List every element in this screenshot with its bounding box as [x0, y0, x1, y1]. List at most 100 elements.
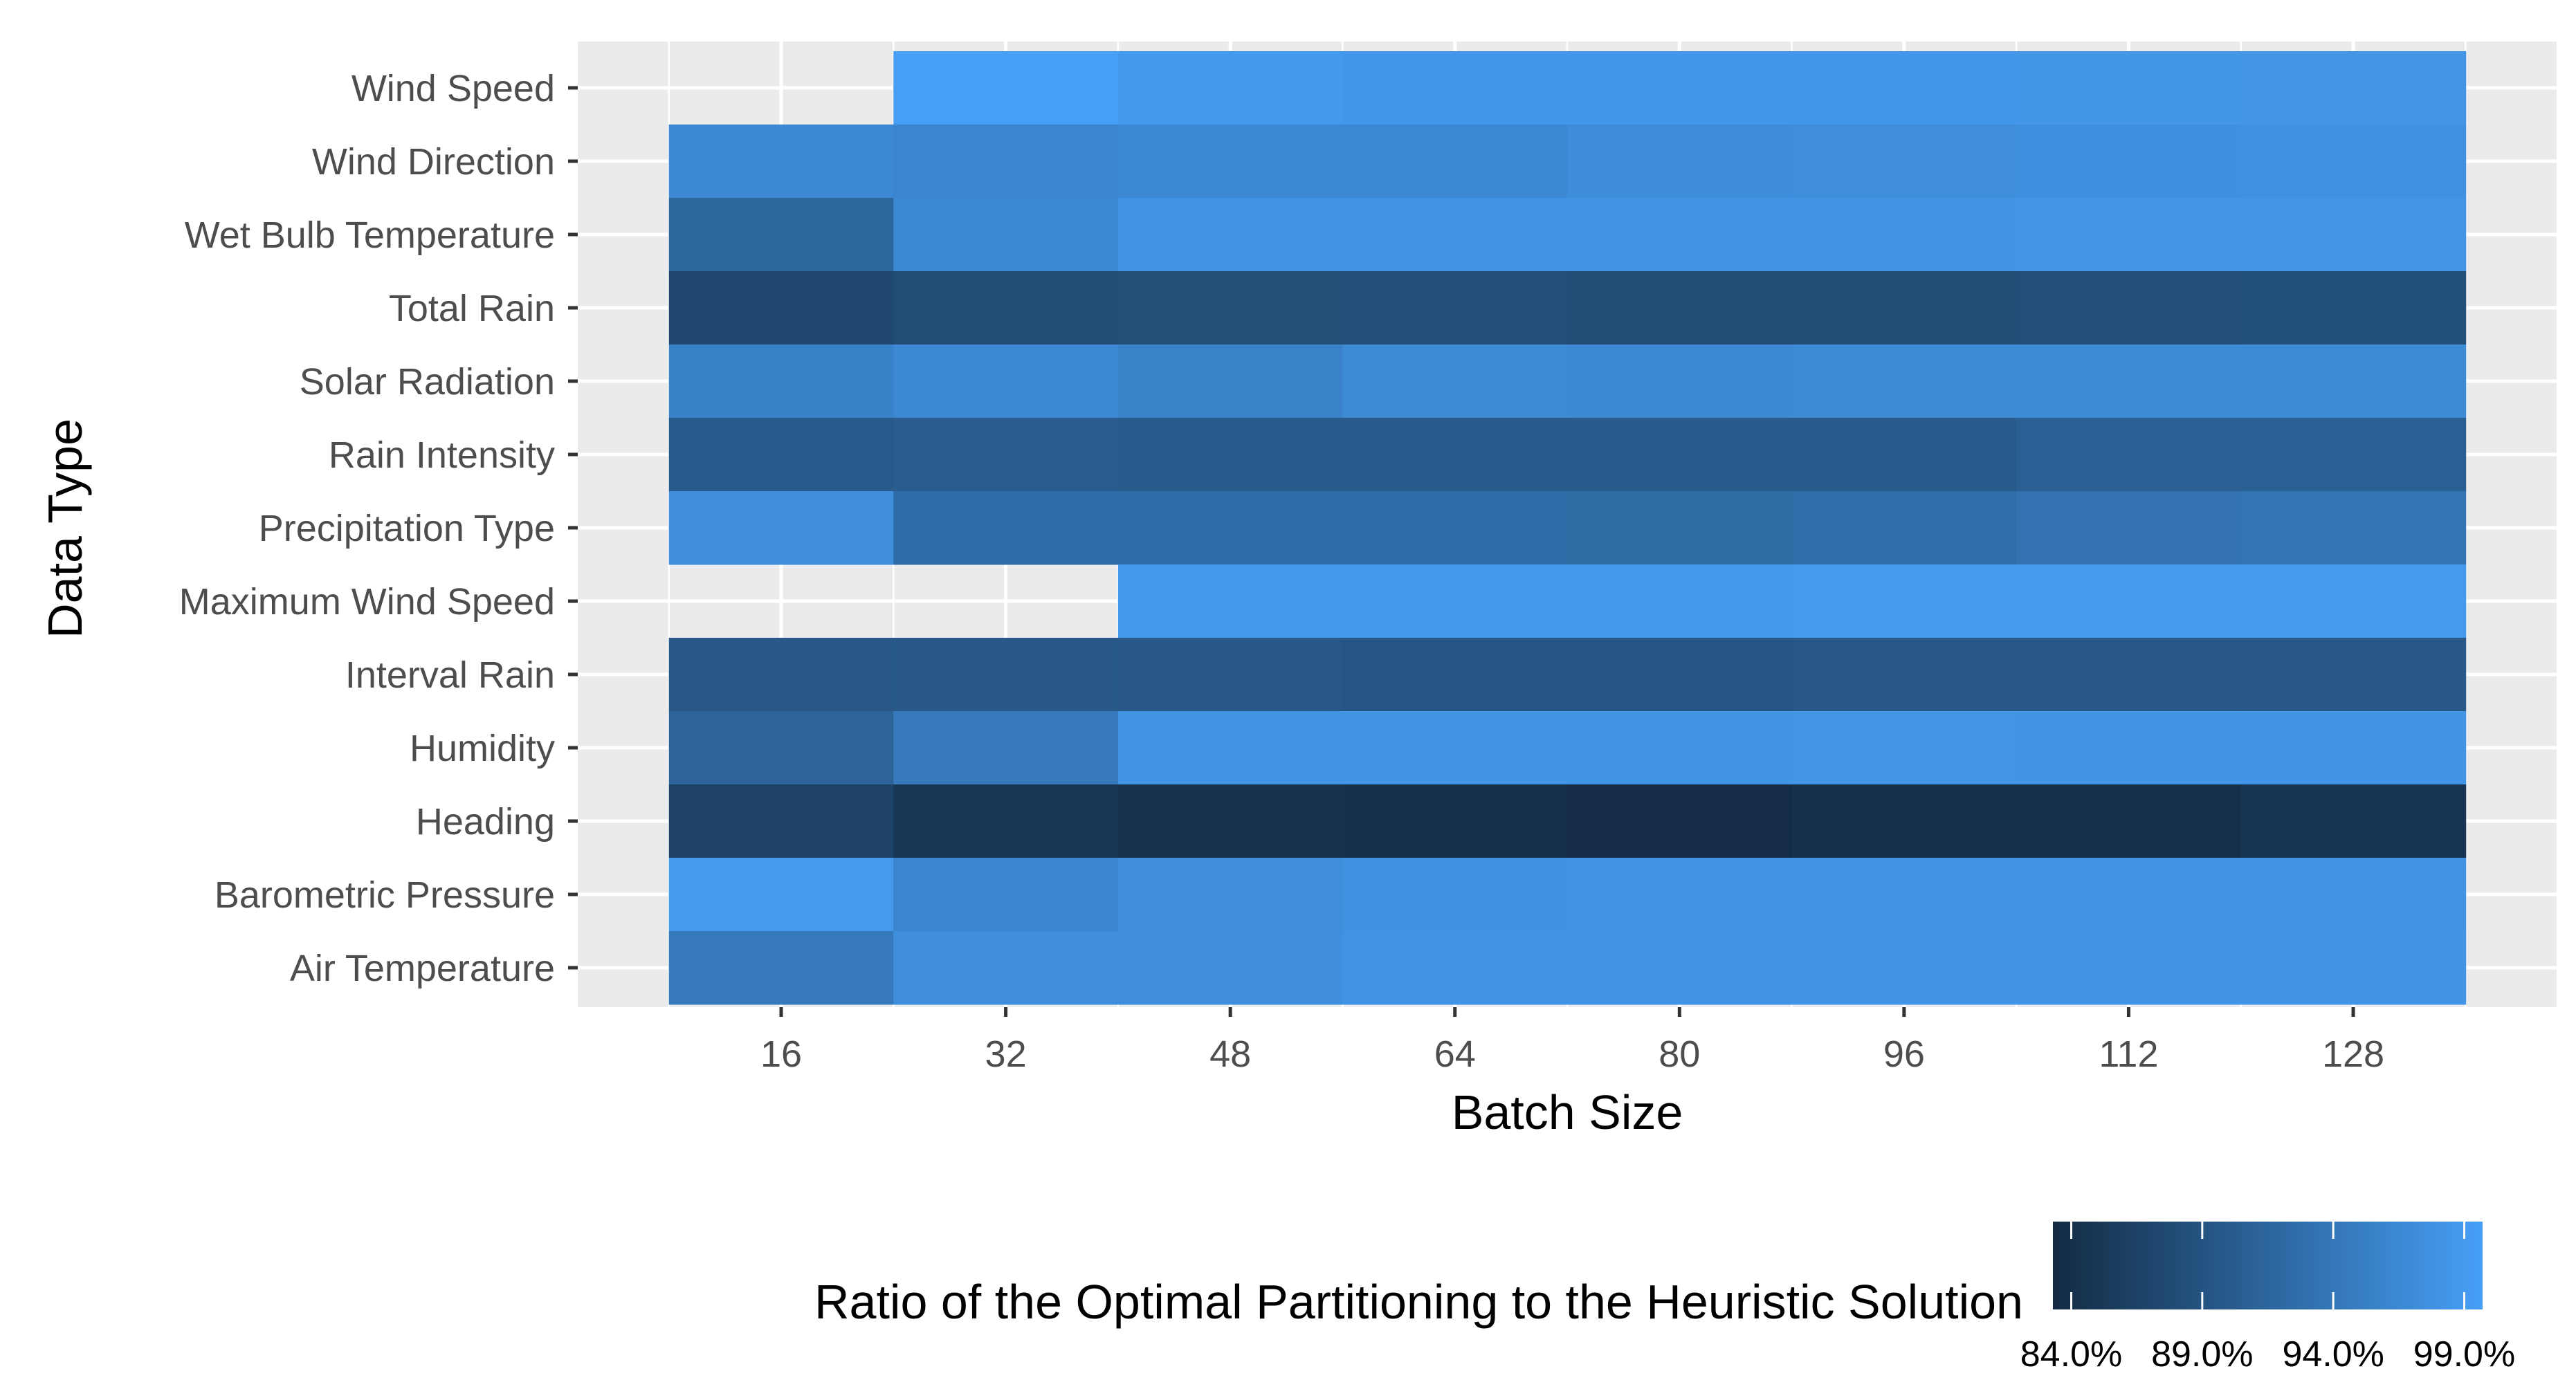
heatmap-cell — [1117, 51, 1344, 125]
heatmap-cell — [2016, 711, 2242, 785]
heatmap-cell — [668, 344, 895, 418]
heatmap-cell — [1342, 271, 1568, 345]
heatmap-cell — [1791, 198, 2018, 272]
legend-tick-label: 84.0% — [2020, 1334, 2122, 1374]
y-tick-label: Barometric Pressure — [214, 874, 555, 916]
heatmap-cell — [1791, 931, 2018, 1005]
x-tick-label: 112 — [2099, 1033, 2158, 1075]
heatmap-cell — [668, 271, 895, 345]
heatmap-cell — [668, 638, 895, 712]
heatmap-cell — [1567, 51, 1793, 125]
y-tick-label: Wind Speed — [351, 68, 555, 109]
heatmap-tiles — [668, 51, 2467, 1005]
heatmap-cell — [1342, 125, 1568, 199]
y-tick-label: Heading — [416, 801, 555, 843]
heatmap-cell — [2016, 125, 2242, 199]
heatmap-cell — [2016, 198, 2242, 272]
y-tick-label: Solar Radiation — [300, 361, 555, 403]
heatmap-cell — [1791, 784, 2018, 858]
heatmap-cell — [1791, 271, 2018, 345]
heatmap-cell — [1342, 564, 1568, 638]
heatmap-cell — [1117, 271, 1344, 345]
heatmap-cell — [2240, 931, 2467, 1005]
heatmap-cell — [1567, 784, 1793, 858]
heatmap-cell — [1342, 858, 1568, 932]
heatmap-cell — [2240, 858, 2467, 932]
y-tick-label: Wind Direction — [312, 141, 555, 183]
x-axis: 16 32 48 64 80 96 112 128 — [760, 1007, 2384, 1075]
x-tick-label: 128 — [2322, 1033, 2384, 1075]
heatmap-cell — [1791, 344, 2018, 418]
heatmap-cell — [893, 711, 1119, 785]
heatmap-cell — [1567, 125, 1793, 199]
heatmap-cell — [1117, 418, 1344, 492]
heatmap-cell — [2016, 564, 2242, 638]
x-tick-label: 32 — [985, 1033, 1027, 1075]
heatmap-cell — [893, 491, 1119, 565]
heatmap-cell — [2016, 344, 2242, 418]
heatmap-cell — [1791, 418, 2018, 492]
x-tick-label: 80 — [1659, 1033, 1700, 1075]
heatmap-cell — [2016, 638, 2242, 712]
heatmap-cell — [893, 51, 1119, 125]
heatmap-cell — [1567, 418, 1793, 492]
y-tick-label: Total Rain — [389, 288, 555, 329]
heatmap-cell — [668, 125, 895, 199]
heatmap-cell — [1567, 931, 1793, 1005]
heatmap-cell — [668, 418, 895, 492]
heatmap-cell — [2016, 491, 2242, 565]
heatmap-cell — [1117, 198, 1344, 272]
heatmap-cell — [2240, 51, 2467, 125]
heatmap-cell — [1342, 931, 1568, 1005]
x-axis-title: Batch Size — [1452, 1085, 1683, 1139]
heatmap-cell — [893, 858, 1119, 932]
heatmap-cell — [2240, 711, 2467, 785]
heatmap-cell — [1342, 784, 1568, 858]
heatmap-cell — [1117, 784, 1344, 858]
heatmap-cell — [668, 784, 895, 858]
heatmap-cell — [1117, 344, 1344, 418]
heatmap-cell — [1567, 711, 1793, 785]
heatmap-cell — [1342, 51, 1568, 125]
legend-tick-label: 99.0% — [2413, 1334, 2515, 1374]
heatmap-cell — [668, 711, 895, 785]
heatmap-cell — [2240, 638, 2467, 712]
heatmap-cell — [1117, 931, 1344, 1005]
heatmap-cell — [1342, 418, 1568, 492]
y-tick-label: Humidity — [410, 728, 555, 769]
legend-title: Ratio of the Optimal Partitioning to the… — [814, 1275, 2023, 1329]
legend: Ratio of the Optimal Partitioning to the… — [814, 1222, 2515, 1374]
heatmap-cell — [1567, 858, 1793, 932]
heatmap-cell — [1117, 638, 1344, 712]
heatmap-cell — [893, 931, 1119, 1005]
heatmap-cell — [2240, 125, 2467, 199]
x-tick-label: 48 — [1209, 1033, 1251, 1075]
heatmap-cell — [893, 125, 1119, 199]
heatmap-cell — [668, 931, 895, 1005]
heatmap-cell — [893, 784, 1119, 858]
heatmap-cell — [2016, 418, 2242, 492]
y-tick-label: Wet Bulb Temperature — [185, 214, 555, 256]
heatmap-cell — [1791, 491, 2018, 565]
heatmap-cell — [2240, 784, 2467, 858]
heatmap-cell — [2016, 858, 2242, 932]
heatmap-cell — [1117, 125, 1344, 199]
heatmap-cell — [1117, 858, 1344, 932]
heatmap-cell — [2240, 198, 2467, 272]
x-tick-label: 64 — [1434, 1033, 1476, 1075]
y-tick-label: Precipitation Type — [259, 508, 555, 549]
y-tick-label: Rain Intensity — [329, 434, 555, 476]
heatmap-cell — [1567, 344, 1793, 418]
heatmap-cell — [2016, 931, 2242, 1005]
heatmap-cell — [1567, 198, 1793, 272]
heatmap-cell — [1791, 711, 2018, 785]
y-tick-label: Air Temperature — [290, 948, 555, 989]
heatmap-cell — [2016, 271, 2242, 345]
heatmap-cell — [2240, 418, 2467, 492]
heatmap-cell — [1567, 491, 1793, 565]
heatmap-cell — [1342, 198, 1568, 272]
heatmap-cell — [2240, 271, 2467, 345]
heatmap-cell — [1791, 51, 2018, 125]
heatmap-cell — [1791, 125, 2018, 199]
